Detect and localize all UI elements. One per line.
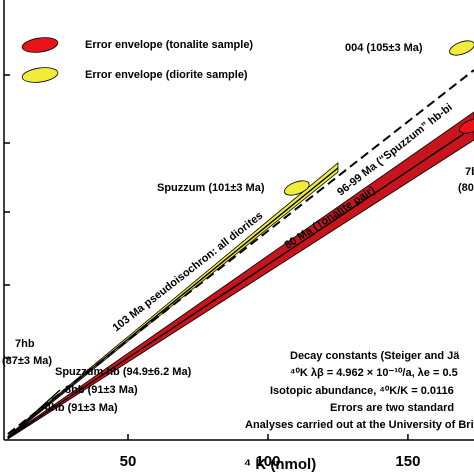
isochron-line [7,389,61,438]
error-ellipse [449,40,474,56]
annotation: 4hb (91±3 Ma) [45,402,118,414]
isochron-line [7,126,474,439]
annotation: 8hb (91±3 Ma) [65,384,138,396]
annotation: Decay constants (Steiger and Jä [290,350,460,362]
legend-swatch [21,67,59,83]
x-tick-label: 50 [120,453,137,470]
annotation: 004 (105±3 Ma) [345,42,423,54]
x-tick-label: 150 [395,453,420,470]
annotation: 7hb [15,338,35,350]
error-envelope [7,111,474,440]
annotation: Isotopic abundance, ⁴⁰K/K = 0.0116 [270,385,454,397]
isochron-line [7,167,339,438]
annotation: ⁴⁰K λβ = 4.962 × 10⁻¹⁰/a, λe = 0.5 [290,367,458,379]
legend-swatch [21,37,59,53]
annotation: Analyses carried out at the University o… [245,419,474,431]
x-axis-label: ⁴ K (nmol) [244,456,316,473]
annotation: Spuzzum (101±3 Ma) [157,182,265,194]
annotation: (80.7 [458,182,474,194]
annotation: Errors are two standard [330,402,454,414]
legend-label: Error envelope (diorite sample) [85,69,248,81]
x-tick-label: 100 [255,453,280,470]
error-ellipse [284,180,310,196]
annotation: (87±3 Ma) [2,355,52,367]
legend-label: Error envelope (tonalite sample) [85,39,253,51]
annotation: Spuzzum hb (94.9±6.2 Ma) [55,366,192,378]
annotation: 7b [465,166,474,178]
